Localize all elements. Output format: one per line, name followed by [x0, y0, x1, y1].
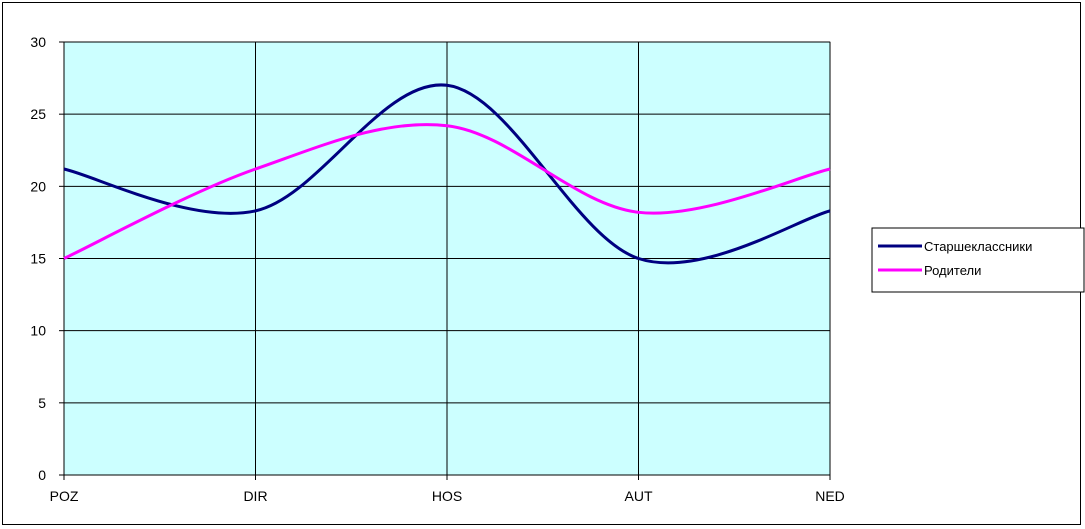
y-tick-label: 10 — [30, 323, 46, 339]
grid-lines — [64, 41, 831, 475]
y-tick-label: 5 — [38, 395, 46, 411]
x-tick-label: AUT — [625, 488, 653, 504]
legend-label-0: Старшеклассники — [924, 239, 1032, 254]
series-line-1 — [63, 123, 831, 260]
series-line-0 — [63, 83, 831, 265]
y-tick-label: 15 — [30, 251, 46, 267]
y-tick-label: 0 — [38, 467, 46, 483]
x-tick-label: NED — [815, 488, 845, 504]
y-tick-label: 20 — [30, 178, 46, 194]
legend: Старшеклассники Родители — [871, 227, 1085, 293]
x-tick-label: HOS — [432, 488, 462, 504]
series-lines — [63, 83, 831, 265]
axes: 0 5 10 15 20 25 30 POZ DIR HOS AUT NED — [30, 34, 844, 504]
x-tick-label: DIR — [243, 488, 267, 504]
y-tick-label: 25 — [30, 106, 46, 122]
legend-box — [871, 227, 1085, 293]
x-tick-label: POZ — [50, 488, 79, 504]
y-tick-label: 30 — [30, 34, 46, 50]
legend-label-1: Родители — [924, 263, 981, 278]
